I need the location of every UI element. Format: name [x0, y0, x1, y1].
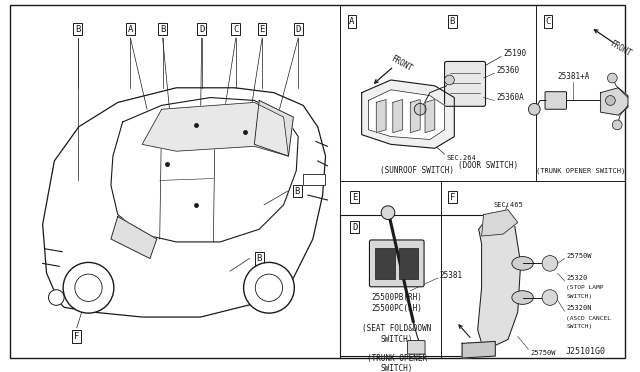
Text: FRONT: FRONT	[468, 337, 489, 355]
FancyBboxPatch shape	[445, 61, 486, 106]
Text: B: B	[160, 25, 165, 34]
Polygon shape	[477, 215, 520, 346]
Text: 25750W: 25750W	[566, 253, 592, 259]
Text: 25360A: 25360A	[496, 93, 524, 102]
Text: D: D	[296, 25, 301, 34]
Polygon shape	[462, 341, 495, 358]
Text: 25381: 25381	[440, 270, 463, 280]
FancyBboxPatch shape	[369, 240, 424, 287]
Text: (DOOR SWITCH): (DOOR SWITCH)	[458, 161, 518, 170]
Ellipse shape	[512, 257, 533, 270]
Text: B: B	[75, 25, 81, 34]
Text: 25320: 25320	[566, 275, 588, 281]
Text: SWITCH): SWITCH)	[566, 294, 593, 299]
Text: F: F	[450, 193, 455, 202]
Polygon shape	[376, 99, 386, 133]
Text: F: F	[74, 332, 79, 341]
Text: E: E	[352, 193, 358, 202]
Ellipse shape	[512, 291, 533, 304]
Text: (TRUNK OPENER SWITCH): (TRUNK OPENER SWITCH)	[536, 167, 626, 174]
Text: 25360: 25360	[496, 66, 520, 75]
Text: D: D	[352, 223, 358, 232]
Polygon shape	[142, 102, 289, 156]
Polygon shape	[362, 80, 454, 148]
Text: J25101G0: J25101G0	[566, 347, 605, 356]
Polygon shape	[254, 100, 293, 156]
Text: SEC.264: SEC.264	[447, 155, 476, 161]
Text: (TRUNK OPENER: (TRUNK OPENER	[367, 355, 427, 363]
Circle shape	[445, 75, 454, 85]
Text: D: D	[199, 25, 204, 34]
Text: 25320N: 25320N	[566, 305, 592, 311]
Polygon shape	[43, 88, 326, 317]
Circle shape	[244, 262, 294, 313]
Bar	[340, 215, 492, 356]
Text: E: E	[259, 25, 265, 34]
Circle shape	[255, 274, 283, 301]
Circle shape	[607, 73, 617, 83]
Circle shape	[529, 103, 540, 115]
Text: (ASCD CANCEL: (ASCD CANCEL	[566, 315, 611, 321]
Text: B: B	[450, 17, 455, 26]
Polygon shape	[410, 99, 420, 133]
Text: B: B	[257, 254, 262, 263]
Text: C: C	[233, 25, 239, 34]
Text: SWITCH): SWITCH)	[381, 335, 413, 344]
Text: SEC.465: SEC.465	[493, 202, 523, 208]
Text: 25750W: 25750W	[531, 350, 556, 356]
Circle shape	[63, 262, 114, 313]
Text: (SUNROOF SWITCH): (SUNROOF SWITCH)	[380, 166, 454, 175]
Polygon shape	[111, 217, 157, 259]
Text: A: A	[349, 17, 355, 26]
Text: SWITCH): SWITCH)	[381, 364, 413, 372]
Bar	[399, 248, 418, 279]
Text: A: A	[128, 25, 133, 34]
Polygon shape	[600, 88, 628, 115]
Text: 25190: 25190	[503, 49, 526, 58]
Bar	[375, 248, 395, 279]
Polygon shape	[482, 210, 518, 236]
Polygon shape	[111, 97, 298, 242]
Text: (STOP LAMP: (STOP LAMP	[566, 285, 604, 290]
Circle shape	[542, 290, 557, 305]
Text: C: C	[545, 17, 550, 26]
Circle shape	[49, 290, 64, 305]
Circle shape	[75, 274, 102, 301]
Text: FRONT: FRONT	[389, 54, 414, 73]
Text: B: B	[294, 187, 300, 196]
Text: 25500PB(RH): 25500PB(RH)	[371, 293, 422, 302]
Text: 25500PC(LH): 25500PC(LH)	[371, 304, 422, 313]
Bar	[303, 174, 324, 185]
Circle shape	[542, 256, 557, 271]
Polygon shape	[393, 99, 403, 133]
FancyBboxPatch shape	[545, 92, 566, 109]
Text: FRONT: FRONT	[608, 39, 632, 58]
Polygon shape	[425, 99, 435, 133]
Text: SWITCH): SWITCH)	[566, 324, 593, 329]
Polygon shape	[369, 90, 445, 140]
Text: (SEAT FOLD&DOWN: (SEAT FOLD&DOWN	[362, 324, 431, 333]
Circle shape	[381, 206, 395, 219]
Circle shape	[605, 96, 615, 105]
Circle shape	[612, 120, 622, 130]
FancyBboxPatch shape	[408, 340, 425, 354]
Circle shape	[414, 103, 426, 115]
Text: 25381+A: 25381+A	[557, 71, 589, 81]
